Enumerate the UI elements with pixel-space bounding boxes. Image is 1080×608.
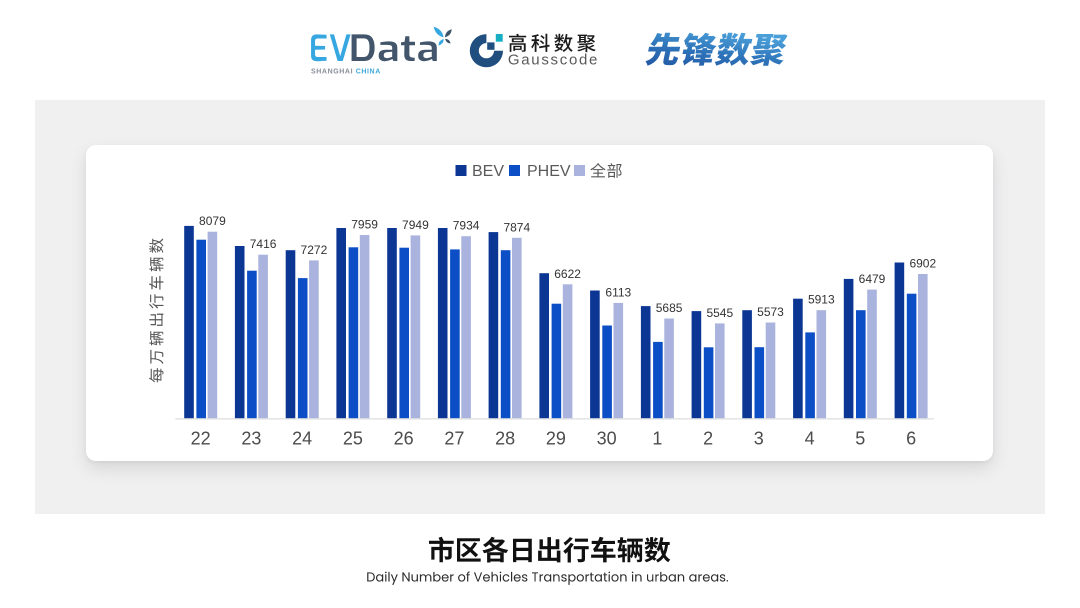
- svg-text:30: 30: [597, 429, 617, 449]
- svg-text:5913: 5913: [808, 293, 835, 307]
- svg-text:7874: 7874: [503, 220, 530, 234]
- svg-text:PHEV: PHEV: [527, 163, 571, 180]
- svg-text:5: 5: [855, 429, 865, 449]
- svg-text:1: 1: [652, 429, 662, 449]
- svg-text:6902: 6902: [909, 257, 936, 271]
- svg-text:8079: 8079: [199, 214, 226, 228]
- svg-text:4: 4: [805, 429, 815, 449]
- svg-text:22: 22: [191, 429, 211, 449]
- svg-text:7959: 7959: [351, 218, 378, 232]
- svg-text:5545: 5545: [706, 306, 733, 320]
- svg-text:7949: 7949: [402, 218, 429, 232]
- svg-text:6: 6: [906, 429, 916, 449]
- svg-text:3: 3: [754, 429, 764, 449]
- svg-text:7934: 7934: [453, 219, 480, 233]
- svg-text:5685: 5685: [656, 301, 683, 315]
- svg-text:Gausscode: Gausscode: [508, 52, 599, 69]
- svg-text:5573: 5573: [757, 305, 784, 319]
- svg-text:7416: 7416: [250, 237, 277, 251]
- svg-text:SHANGHAI CHINA: SHANGHAI CHINA: [311, 69, 381, 76]
- svg-text:6479: 6479: [859, 272, 886, 286]
- svg-text:24: 24: [292, 429, 312, 449]
- svg-text:28: 28: [495, 429, 515, 449]
- svg-text:7272: 7272: [301, 243, 328, 257]
- svg-text:6113: 6113: [605, 285, 631, 299]
- svg-text:BEV: BEV: [472, 163, 504, 180]
- svg-text:29: 29: [546, 429, 566, 449]
- svg-text:26: 26: [394, 429, 414, 449]
- svg-text:23: 23: [241, 429, 261, 449]
- svg-text:6622: 6622: [554, 267, 581, 281]
- svg-text:2: 2: [703, 429, 713, 449]
- svg-text:27: 27: [444, 429, 464, 449]
- svg-text:25: 25: [343, 429, 363, 449]
